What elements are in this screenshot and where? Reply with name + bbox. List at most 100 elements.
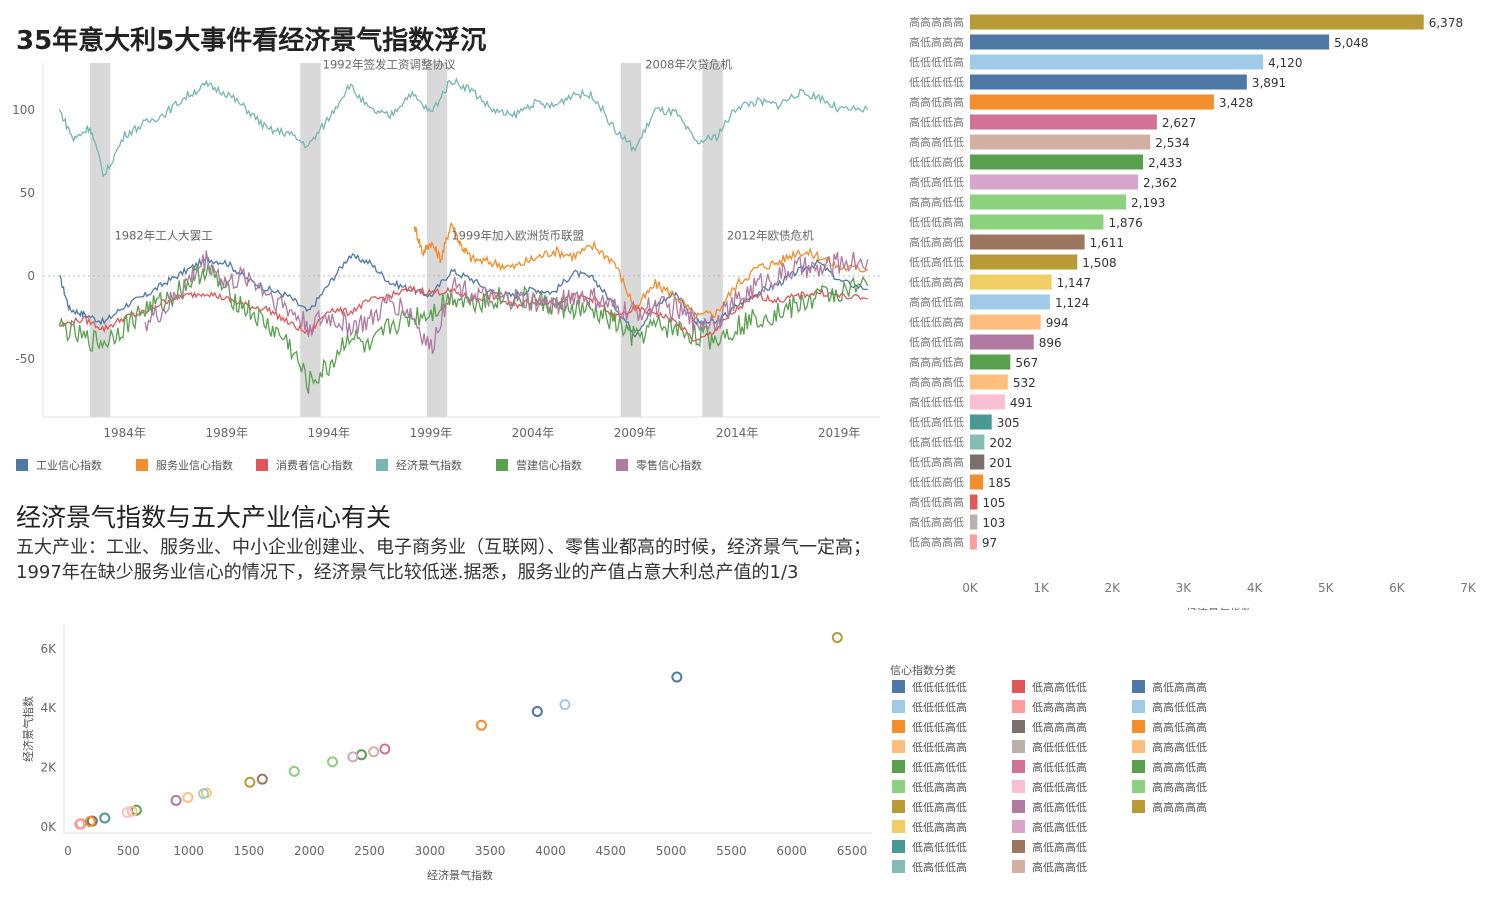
scatter-y-axis-label: 经济景气指数 xyxy=(21,696,35,762)
legend-label: 高高高高低 xyxy=(1152,781,1207,794)
scatter-point xyxy=(198,788,210,800)
description-text: 五大产业：工业、服务业、中小企业创建业、电子商务业（互联网）、零售业都高的时候，… xyxy=(16,537,871,583)
legend-label: 高低高低低 xyxy=(1032,821,1087,834)
scatter-legend-item[interactable]: 低高高高高 xyxy=(1012,700,1087,714)
legend-label: 高低低低高 xyxy=(1032,761,1087,774)
bar-value-label: 185 xyxy=(988,476,1011,490)
scatter-x-tick-label: 6000 xyxy=(776,844,807,858)
scatter-x-tick-label: 1500 xyxy=(234,844,265,858)
scatter-legend-item[interactable]: 低低高高低 xyxy=(892,800,967,814)
bar-value-label: 994 xyxy=(1046,316,1069,330)
bar-value-label: 6,378 xyxy=(1429,16,1463,30)
scatter-point xyxy=(559,699,571,711)
line-legend-item[interactable]: 消费者信心指数 xyxy=(256,457,353,473)
bar-category-label: 低低低低低 xyxy=(909,76,964,89)
bar-value-label: 5,048 xyxy=(1334,36,1368,50)
bar-category-label: 低高低低高 xyxy=(909,335,964,349)
bar xyxy=(970,94,1214,110)
bar xyxy=(970,34,1330,50)
bar xyxy=(970,74,1247,90)
bar-category-label: 高低高高低 xyxy=(909,235,964,249)
scatter-legend-item[interactable]: 低高低低低 xyxy=(892,840,967,854)
scatter-x-tick-label: 6500 xyxy=(837,844,868,858)
scatter-legend-item[interactable]: 低低低高低 xyxy=(892,720,967,734)
bar-value-label: 1,876 xyxy=(1108,216,1142,230)
scatter-legend-item[interactable]: 高高高高高 xyxy=(1132,800,1207,814)
legend-swatch xyxy=(1132,680,1145,693)
scatter-legend-item[interactable]: 低低低低高 xyxy=(892,700,967,714)
line-legend-item[interactable]: 零售信心指数 xyxy=(616,457,702,473)
scatter-point xyxy=(182,792,194,804)
scatter-legend-item[interactable]: 高高高低高 xyxy=(1132,760,1207,774)
scatter-legend-item[interactable]: 高低低低低 xyxy=(1012,740,1087,754)
scatter-legend-item[interactable]: 低高高低低 xyxy=(1012,680,1087,694)
line-legend-item[interactable]: 工业信心指数 xyxy=(16,457,102,473)
scatter-point xyxy=(126,805,138,817)
bar-category-label: 高高高低高 xyxy=(909,355,964,369)
bar-value-label: 201 xyxy=(989,456,1012,470)
legend-label: 高低高高低 xyxy=(1032,861,1087,874)
scatter-y-tick-label: 0K xyxy=(40,820,57,834)
scatter-legend-item[interactable]: 高低高高低 xyxy=(1012,840,1087,854)
legend-label: 营建信心指数 xyxy=(516,459,582,472)
bar xyxy=(970,274,1052,290)
series-line-services xyxy=(413,221,869,322)
legend-label: 低低低低低 xyxy=(912,681,967,694)
scatter-legend-item[interactable]: 高高高低低 xyxy=(1132,740,1207,754)
scatter-legend-item[interactable]: 低低高低低 xyxy=(892,760,967,774)
bar-category-label: 高高高高高 xyxy=(909,15,964,29)
scatter-legend-item[interactable]: 高低高低低 xyxy=(1012,820,1087,834)
scatter-legend-item[interactable]: 高低低低高 xyxy=(1012,760,1087,774)
legend-label: 高高高低低 xyxy=(1152,741,1207,754)
legend-swatch xyxy=(1132,760,1145,773)
scatter-y-tick-label: 4K xyxy=(40,701,57,715)
scatter-point xyxy=(84,816,96,828)
legend-swatch xyxy=(1012,760,1025,773)
bar-category-label: 低低低低高 xyxy=(909,55,964,69)
scatter-chart: 6K 4K 2K 0K 0 500 1000 1500 2000 2500 3000 3500 4000… xyxy=(21,625,872,882)
bar-value-label: 491 xyxy=(1010,396,1033,410)
scatter-point xyxy=(831,632,843,644)
bar-category-label: 高高高高低 xyxy=(909,375,964,389)
scatter-point xyxy=(671,671,683,683)
x-tick-label: 2019年 xyxy=(818,426,861,440)
scatter-x-tick-label: 3500 xyxy=(475,844,506,858)
scatter-legend-item[interactable]: 低高低低高 xyxy=(892,860,967,874)
scatter-legend-item[interactable]: 低低高高高 xyxy=(892,780,967,794)
scatter-legend-item[interactable]: 高低高高低 xyxy=(1012,860,1087,874)
scatter-legend-item[interactable]: 高低高高高 xyxy=(1132,680,1207,694)
line-legend-item[interactable]: 服务业信心指数 xyxy=(136,457,233,473)
scatter-legend-item[interactable]: 高低高低低 xyxy=(1012,800,1087,814)
scatter-point xyxy=(347,751,359,763)
bar xyxy=(970,154,1144,170)
bar xyxy=(970,314,1041,330)
scatter-legend-item[interactable]: 高高低高高 xyxy=(1132,720,1207,734)
scatter-legend-item[interactable]: 低低低高高 xyxy=(892,740,967,754)
scatter-legend-item[interactable]: 低低低低低 xyxy=(892,680,967,694)
legend-swatch xyxy=(892,780,905,793)
scatter-point xyxy=(170,794,182,806)
scatter-legend-item[interactable]: 低低高高高 xyxy=(892,820,967,834)
main-title: 35年意大利5大事件看经济景气指数浮沉 xyxy=(16,26,487,56)
series-line-industry xyxy=(59,252,868,338)
line-legend-item[interactable]: 营建信心指数 xyxy=(496,457,582,473)
scatter-x-tick-label: 4000 xyxy=(535,844,566,858)
bar-category-label: 低低低高高 xyxy=(909,215,964,229)
bar-value-label: 3,891 xyxy=(1252,76,1286,90)
bar xyxy=(970,514,978,530)
bar xyxy=(970,534,977,550)
bar xyxy=(970,494,978,510)
scatter-legend-item[interactable]: 高低低高低 xyxy=(1012,780,1087,794)
scatter-legend-item[interactable]: 低高高高高 xyxy=(1012,720,1087,734)
bar-x-tick-label: 7K xyxy=(1460,581,1477,595)
bar-x-tick-label: 1K xyxy=(1033,581,1050,595)
bar-category-label: 高高低低高 xyxy=(909,295,964,309)
line-legend-item[interactable]: 经济景气指数 xyxy=(376,457,462,473)
legend-swatch xyxy=(376,459,388,471)
legend-swatch xyxy=(616,459,628,471)
scatter-legend-item[interactable]: 高高低低高 xyxy=(1132,700,1207,714)
bar xyxy=(970,374,1008,390)
scatter-x-tick-label: 0 xyxy=(64,844,72,858)
scatter-legend-item[interactable]: 高高高高低 xyxy=(1132,780,1207,794)
bar xyxy=(970,454,985,470)
